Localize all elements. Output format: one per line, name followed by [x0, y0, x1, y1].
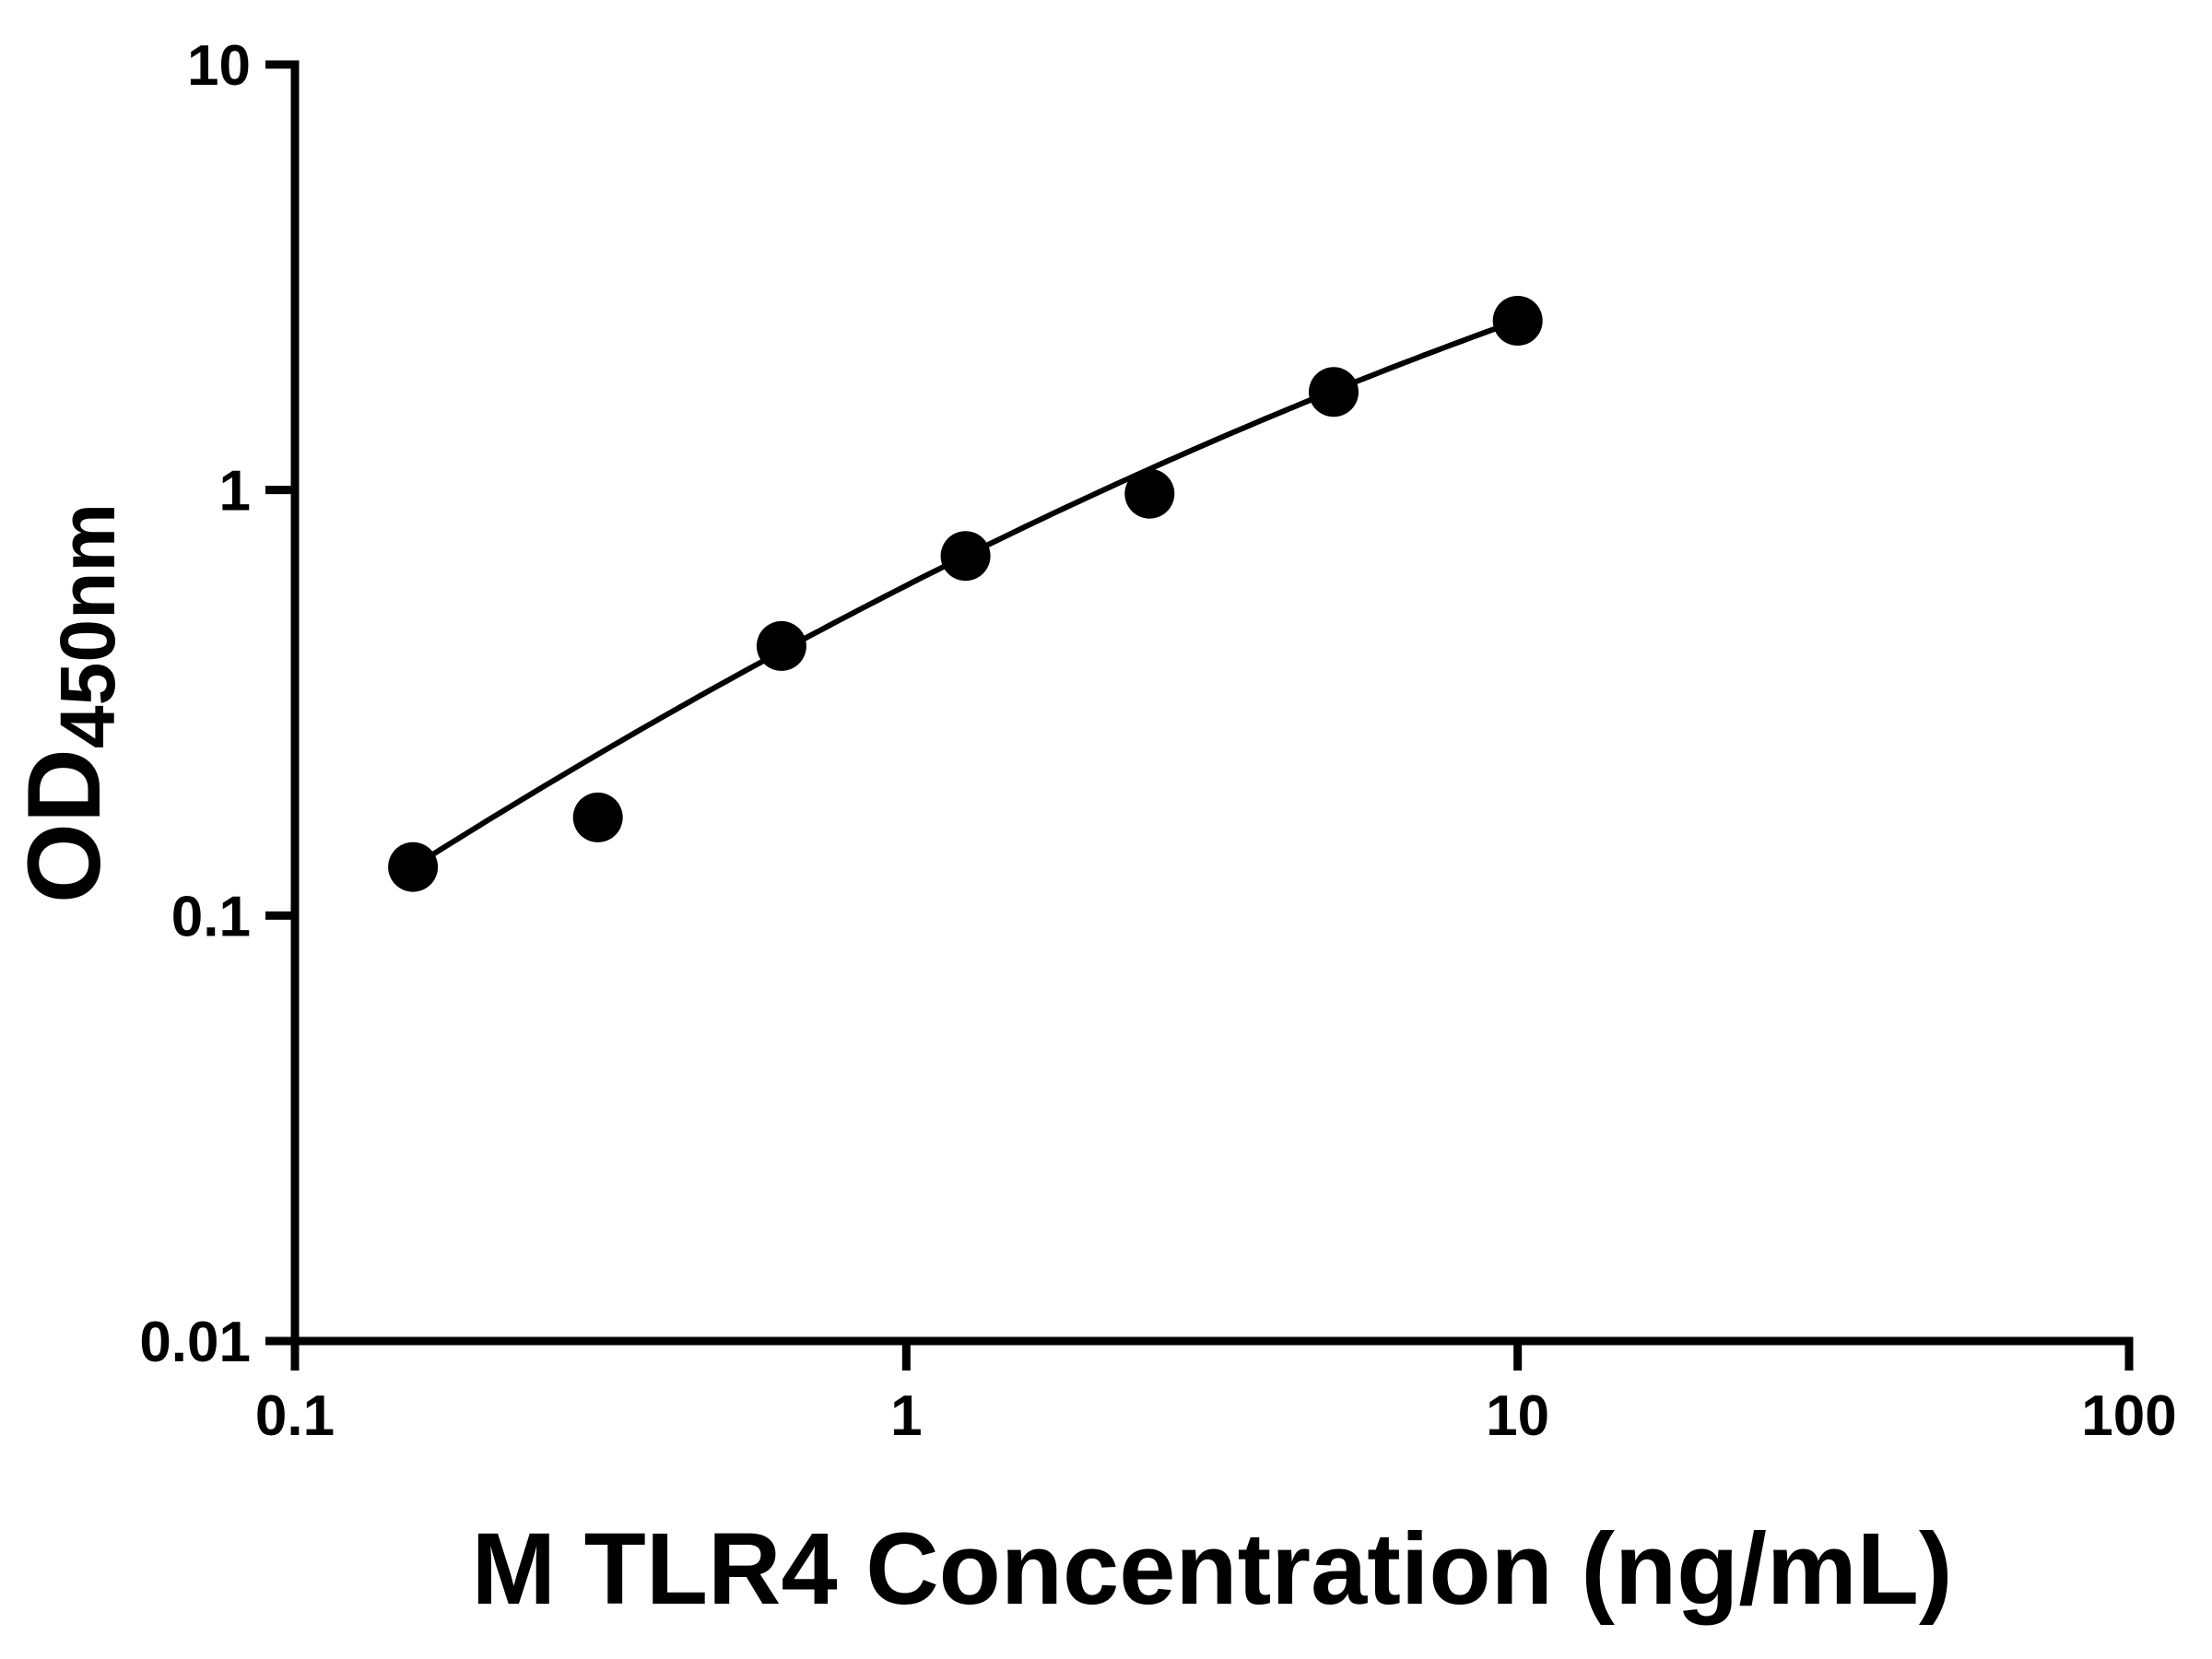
- data-point: [1309, 367, 1359, 418]
- y-axis-title-sub: 450nm: [44, 503, 131, 748]
- axis-spines: [290, 60, 2134, 1346]
- x-tick-label: 10: [1486, 1384, 1549, 1448]
- y-axis-title: OD450nm: [6, 503, 131, 903]
- x-tick-label: 1: [890, 1384, 922, 1448]
- y-tick-label: 0.1: [171, 885, 251, 948]
- x-axis-title: M TLR4 Concentration (ng/mL): [471, 1512, 1952, 1626]
- y-tick-label: 0.01: [139, 1311, 251, 1374]
- x-tick-label: 100: [2081, 1384, 2176, 1448]
- y-tick-label: 10: [187, 34, 251, 98]
- data-point: [940, 531, 991, 582]
- data-point: [388, 841, 439, 892]
- x-tick-label: 0.1: [255, 1384, 335, 1448]
- data-point: [1124, 468, 1175, 519]
- data-point: [1492, 296, 1543, 346]
- data-point: [572, 792, 623, 842]
- y-tick-label: 1: [219, 460, 251, 524]
- data-point: [756, 620, 806, 671]
- y-axis-title-main: OD: [6, 748, 122, 903]
